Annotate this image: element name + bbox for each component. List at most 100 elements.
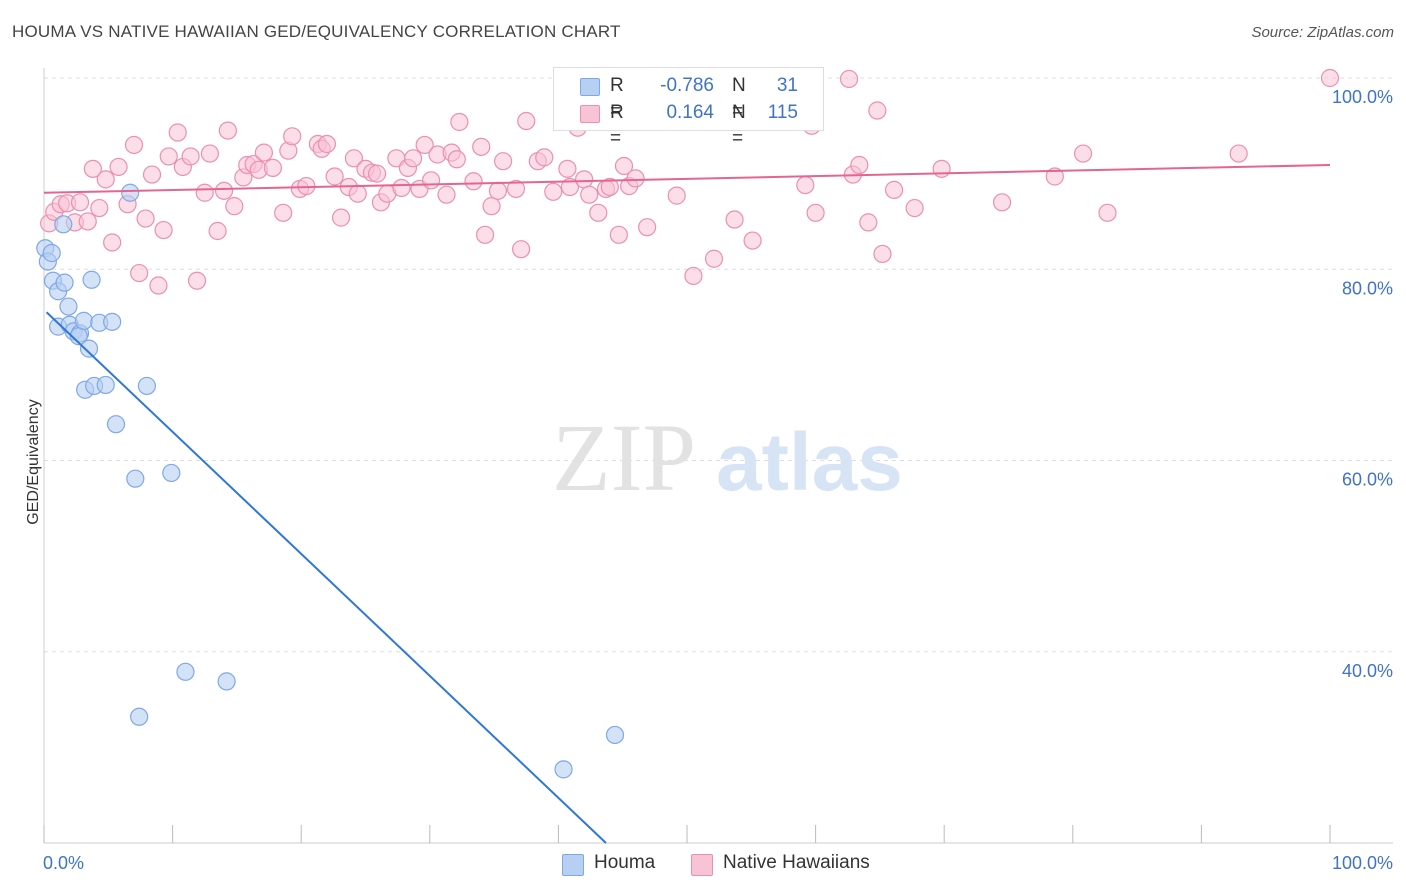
legend-r-value-native: 0.164 — [666, 102, 714, 123]
native-hawaiians-point — [181, 147, 200, 166]
native-hawaiians-point — [331, 208, 351, 227]
native-hawaiians-point — [154, 220, 173, 240]
native-hawaiians-point — [142, 165, 162, 184]
native-hawaiians-point — [263, 158, 283, 177]
series-legend-label-native: Native Hawaiians — [723, 852, 870, 873]
x-tick-label-min: 0.0% — [43, 853, 84, 873]
houma-point — [106, 415, 126, 434]
axes — [43, 68, 1393, 844]
native-hawaiians-point — [1045, 167, 1064, 186]
houma-point — [79, 339, 99, 358]
houma-point — [54, 215, 73, 234]
native-hawaiians-point — [626, 169, 645, 188]
series-legend-swatch-native — [691, 854, 713, 876]
native-hawaiians-point — [274, 203, 293, 222]
houma-point — [103, 312, 122, 331]
native-hawaiians-point — [609, 225, 628, 244]
native-hawaiians-point — [482, 197, 501, 216]
native-hawaiians-point — [464, 172, 483, 191]
source-label: Source: ZipAtlas.com — [1251, 24, 1394, 41]
native-hawaiians-point — [472, 137, 491, 156]
native-hawaiians-point — [149, 276, 168, 295]
y-tick-label: 60.0% — [1342, 470, 1393, 490]
native-hawaiians-point — [544, 182, 563, 201]
native-hawaiians-point — [704, 249, 724, 268]
native-hawaiians-point — [317, 134, 337, 154]
houma-point — [42, 243, 61, 263]
native-hawaiians-point — [208, 221, 227, 241]
native-hawaiians-point — [850, 155, 869, 175]
native-hawaiians-point — [168, 123, 187, 142]
y-tick-label: 100.0% — [1332, 87, 1393, 107]
y-axis-title: GED/Equivalency — [25, 399, 42, 524]
native-hawaiians-point — [517, 111, 536, 131]
native-hawaiians-point — [512, 240, 531, 259]
native-hawaiians-point — [344, 149, 364, 168]
houma-point — [176, 662, 195, 681]
native-hawaiians-point — [187, 271, 207, 290]
native-hawaiians-point — [367, 164, 387, 183]
y-tick-label: 80.0% — [1342, 278, 1393, 298]
houma-point — [137, 376, 156, 396]
native-hawaiians-point — [200, 144, 219, 163]
legend-swatch-native — [580, 105, 600, 123]
native-hawaiians-point — [450, 112, 469, 132]
stats-legend: R = -0.786 N = 31 R = 0.164 N = 115 — [553, 67, 824, 149]
native-hawaiians-point — [90, 198, 109, 218]
native-hawaiians-point — [638, 218, 657, 237]
houma-point — [605, 725, 625, 745]
y-tick-labels: 100.0% 80.0% 60.0% 40.0% — [1332, 87, 1393, 681]
x-tick-label-max: 100.0% — [1332, 853, 1393, 873]
legend-swatch-houma — [580, 78, 600, 96]
houma-point — [96, 375, 115, 395]
native-hawaiians-point — [873, 244, 892, 264]
native-hawaiians-point — [103, 233, 122, 252]
native-hawaiians-point — [560, 177, 580, 197]
native-hawaiians-point — [1320, 68, 1340, 88]
houma-point — [130, 707, 149, 726]
watermark-zip: ZIP — [552, 404, 696, 511]
native-hawaiians-point — [614, 156, 634, 176]
native-hawaiians-point — [600, 177, 619, 197]
native-hawaiians-point — [535, 148, 554, 167]
native-hawaiians-point — [96, 170, 115, 189]
native-hawaiians-point — [743, 231, 762, 250]
houma-point — [59, 297, 78, 316]
native-hawaiians-point — [421, 171, 441, 190]
native-hawaiians-point — [124, 135, 144, 155]
legend-r-label: R = — [610, 75, 624, 122]
native-hawaiians-point — [70, 193, 90, 212]
houma-points — [36, 183, 625, 779]
native-hawaiians-point — [214, 181, 234, 200]
native-hawaiians-point — [415, 135, 434, 155]
native-hawaiians-point — [325, 167, 344, 186]
native-hawaiians-point — [254, 143, 274, 162]
native-hawaiians-point — [1098, 203, 1117, 222]
native-hawaiians-point — [806, 203, 825, 222]
native-hawaiians-point — [667, 186, 686, 205]
native-hawaiians-point — [130, 263, 149, 283]
legend-n-value-native: 115 — [767, 102, 798, 123]
houma-point — [55, 273, 74, 292]
legend-n-label: N = — [732, 102, 746, 149]
native-hawaiians-point — [796, 176, 815, 195]
houma-point — [217, 672, 236, 691]
chart-title: HOUMA VS NATIVE HAWAIIAN GED/EQUIVALENCY… — [12, 22, 621, 41]
native-hawaiians-point — [159, 147, 178, 166]
houma-point — [74, 311, 93, 330]
native-hawaiians-point — [580, 185, 599, 204]
houma-point — [554, 760, 573, 779]
legend-r-value-houma: -0.786 — [660, 75, 714, 96]
watermark: ZIP atlas — [552, 404, 903, 511]
native-hawaiians-point — [859, 213, 878, 232]
native-hawaiians-point — [283, 127, 302, 146]
native-hawaiians-point — [78, 212, 97, 231]
trend-lines — [43, 164, 1331, 844]
native-hawaiians-point — [218, 121, 237, 140]
houma-point — [82, 270, 101, 289]
houma-point — [121, 183, 140, 202]
native-hawaiians-point — [1229, 144, 1248, 163]
native-hawaiians-point — [992, 193, 1012, 212]
native-hawaiians-point — [475, 225, 495, 244]
